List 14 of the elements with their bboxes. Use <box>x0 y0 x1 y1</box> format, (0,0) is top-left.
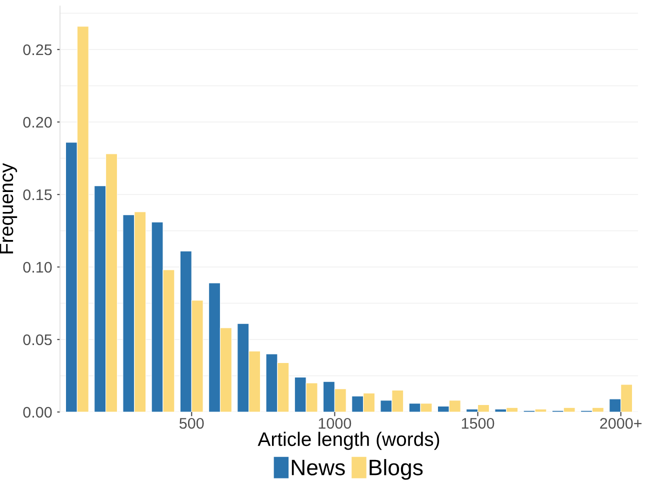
x-tick-label: 500 <box>179 418 204 429</box>
y-tick-label: 0.25 <box>23 44 52 56</box>
y-tick-label: 0.15 <box>23 189 52 200</box>
legend-label: News <box>292 460 345 476</box>
y-axis-title: Frequency <box>0 163 18 254</box>
legend-label: Blogs <box>370 459 423 480</box>
y-tick-label: 0.00 <box>23 406 52 418</box>
x-axis-title: Article length (words) <box>258 432 440 450</box>
x-tick-label: 1000 <box>318 418 352 429</box>
y-tick-label: 0.05 <box>23 334 52 346</box>
x-tick-label: 1500 <box>462 418 494 429</box>
y-tick-label: 0.20 <box>23 116 52 128</box>
y-tick-label: 0.10 <box>23 262 52 273</box>
x-tick-label: 2000+ <box>600 418 642 429</box>
